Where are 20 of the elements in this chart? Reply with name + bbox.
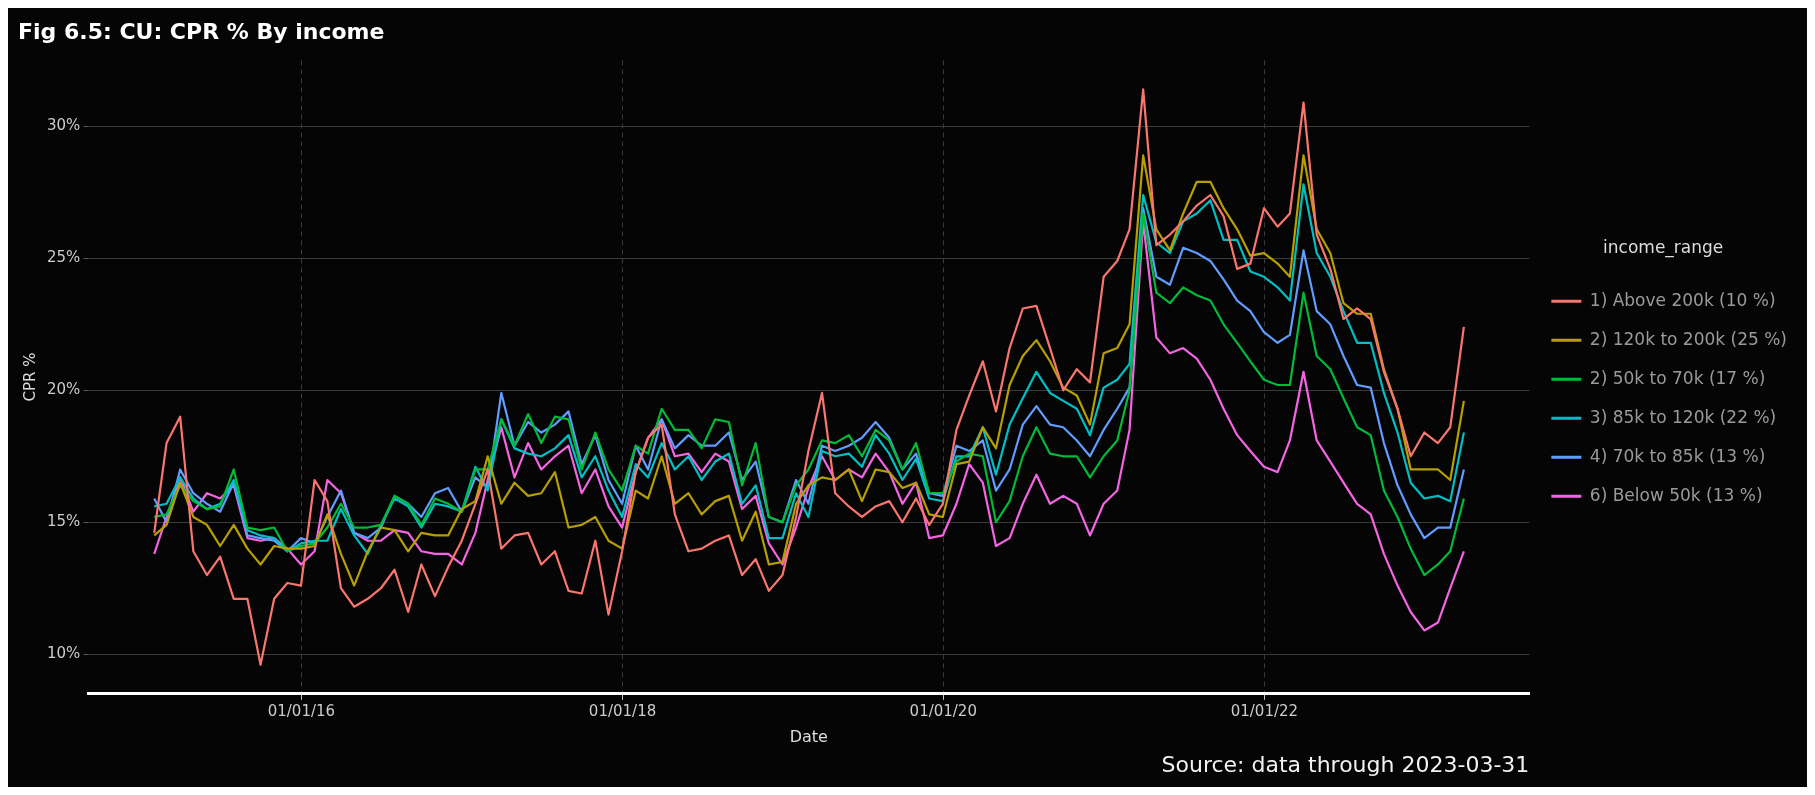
x-tick-label: 01/01/20 — [909, 701, 977, 720]
legend-label: 2) 50k to 70k (17 %) — [1589, 367, 1766, 388]
legend-label: 2) 120k to 200k (25 %) — [1589, 328, 1787, 349]
y-tick-label: 10% — [47, 644, 81, 663]
x-tick-label: 01/01/18 — [588, 701, 657, 720]
y-tick-label: 25% — [47, 248, 81, 267]
chart-title: Fig 6.5: CU: CPR % By income — [18, 18, 385, 44]
y-tick-label: 30% — [47, 116, 81, 135]
legend-label: 6) Below 50k (13 %) — [1589, 484, 1763, 505]
y-axis-title: CPR % — [20, 352, 39, 402]
legend-label: 3) 85k to 120k (22 %) — [1589, 406, 1777, 427]
legend-label: 4) 70k to 85k (13 %) — [1589, 445, 1766, 466]
x-tick-label: 01/01/16 — [267, 701, 336, 720]
y-tick-label: 15% — [47, 512, 81, 531]
x-tick-label: 01/01/22 — [1230, 701, 1299, 720]
source-note: Source: data through 2023-03-31 — [1161, 751, 1530, 777]
legend-title: income_range — [1603, 237, 1724, 259]
legend-label: 1) Above 200k (10 %) — [1589, 289, 1776, 310]
x-axis-title: Date — [789, 726, 828, 746]
y-tick-label: 20% — [47, 380, 81, 399]
